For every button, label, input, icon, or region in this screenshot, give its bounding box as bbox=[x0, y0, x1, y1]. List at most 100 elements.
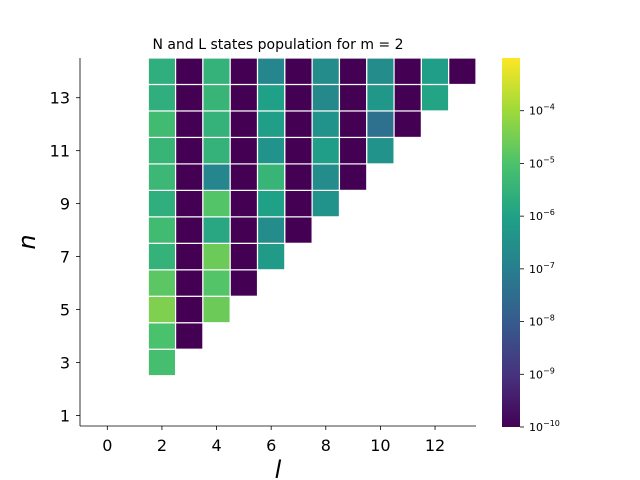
y-tick-label: 5 bbox=[60, 301, 70, 320]
heatmap-cell-n5-l2 bbox=[147, 295, 177, 324]
heatmap-cell-n10-l5 bbox=[229, 163, 259, 191]
colorbar-tick-exponent: −5 bbox=[543, 155, 555, 164]
heatmap-cell-n12-l2 bbox=[147, 110, 177, 139]
colorbar-tick-base: 10 bbox=[529, 263, 543, 276]
y-tick-label: 11 bbox=[50, 142, 70, 161]
heatmap-cell-n11-l3 bbox=[174, 136, 204, 165]
heatmap-cell-n8-l6 bbox=[256, 216, 286, 244]
heatmap-cell-n6-l5 bbox=[229, 269, 259, 297]
heatmap-cell-n8-l5 bbox=[229, 216, 259, 244]
heatmap-cell-n11-l4 bbox=[202, 136, 231, 165]
colorbar-tick-label: 10−5 bbox=[529, 155, 555, 170]
heatmap-cell-n14-l12 bbox=[420, 57, 450, 86]
y-tick-label: 13 bbox=[50, 89, 70, 108]
colorbar-tick-base: 10 bbox=[529, 368, 543, 381]
heatmap-cell-n6-l4 bbox=[202, 269, 231, 297]
colorbar-tick-base: 10 bbox=[529, 210, 543, 223]
heatmap-cell-n11-l2 bbox=[147, 136, 177, 165]
heatmap-cell-n3-l2 bbox=[147, 348, 177, 377]
heatmap-cell-n14-l9 bbox=[338, 57, 368, 86]
y-tick-label: 1 bbox=[60, 406, 70, 425]
heatmap-cell-n10-l4 bbox=[202, 163, 231, 191]
heatmap-cell-n9-l5 bbox=[229, 189, 259, 218]
heatmap-cell-n4-l2 bbox=[147, 322, 177, 350]
colorbar-tick-exponent: −10 bbox=[543, 419, 560, 428]
heatmap-cell-n13-l12 bbox=[420, 83, 450, 112]
colorbar-tick-exponent: −9 bbox=[543, 366, 555, 375]
heatmap-cell-n9-l4 bbox=[202, 189, 231, 218]
heatmap-cell-n10-l8 bbox=[311, 163, 341, 191]
y-tick-label: 9 bbox=[60, 195, 70, 214]
heatmap-cell-n11-l5 bbox=[229, 136, 259, 165]
heatmap-cell-n13-l7 bbox=[284, 83, 313, 112]
heatmap-cell-n4-l3 bbox=[174, 322, 204, 350]
heatmap-cell-n12-l6 bbox=[256, 110, 286, 139]
heatmap-cell-n7-l3 bbox=[174, 242, 204, 271]
x-tick-label: 0 bbox=[102, 436, 112, 455]
heatmap-cell-n14-l13 bbox=[448, 57, 477, 86]
heatmap-cell-n13-l6 bbox=[256, 83, 286, 112]
heatmap-cell-n12-l4 bbox=[202, 110, 231, 139]
heatmap-cell-n14-l5 bbox=[229, 57, 259, 86]
x-tick-label: 8 bbox=[321, 436, 331, 455]
heatmap-cell-n13-l8 bbox=[311, 83, 341, 112]
colorbar-tick-exponent: −8 bbox=[543, 314, 555, 323]
heatmap-cell-n13-l9 bbox=[338, 83, 368, 112]
x-tick-label: 4 bbox=[211, 436, 221, 455]
heatmap-cell-n13-l10 bbox=[366, 83, 395, 112]
heatmap-cell-n8-l3 bbox=[174, 216, 204, 244]
heatmap-cell-n12-l5 bbox=[229, 110, 259, 139]
heatmap-cell-n13-l3 bbox=[174, 83, 204, 112]
chart-title: N and L states population for m = 2 bbox=[153, 37, 404, 53]
heatmap-cell-n6-l3 bbox=[174, 269, 204, 297]
y-tick-label: 3 bbox=[60, 353, 70, 372]
heatmap-cell-n13-l5 bbox=[229, 83, 259, 112]
heatmap-cell-n7-l2 bbox=[147, 242, 177, 271]
heatmap-cell-n9-l7 bbox=[284, 189, 313, 218]
heatmap-cell-n12-l8 bbox=[311, 110, 341, 139]
x-ticks: 0 2 4 6 8 10 12 bbox=[102, 426, 445, 455]
y-axis-label: n bbox=[13, 234, 41, 249]
heatmap-cell-n9-l3 bbox=[174, 189, 204, 218]
heatmap-cells bbox=[147, 57, 477, 377]
colorbar-tick-base: 10 bbox=[529, 316, 543, 329]
colorbar-tick-label: 10−9 bbox=[529, 366, 555, 381]
heatmap-cell-n11-l7 bbox=[284, 136, 313, 165]
colorbar-tick-label: 10−7 bbox=[529, 261, 555, 276]
heatmap-cell-n7-l6 bbox=[256, 242, 286, 271]
heatmap-cell-n10-l2 bbox=[147, 163, 177, 191]
colorbar-tick-label: 10−4 bbox=[529, 103, 555, 118]
heatmap-cell-n11-l10 bbox=[366, 136, 395, 165]
heatmap-cell-n12-l10 bbox=[366, 110, 395, 139]
heatmap-cell-n10-l9 bbox=[338, 163, 368, 191]
heatmap-cell-n13-l2 bbox=[147, 83, 177, 112]
heatmap-cell-n8-l4 bbox=[202, 216, 231, 244]
colorbar bbox=[502, 58, 520, 427]
heatmap-cell-n14-l10 bbox=[366, 57, 395, 86]
colorbar-tick-label: 10−8 bbox=[529, 314, 555, 329]
heatmap-cell-n14-l8 bbox=[311, 57, 341, 86]
colorbar-tick-exponent: −7 bbox=[543, 261, 555, 270]
colorbar-tick-base: 10 bbox=[529, 105, 543, 118]
colorbar-tick-exponent: −4 bbox=[543, 103, 555, 112]
heatmap-cell-n6-l2 bbox=[147, 269, 177, 297]
heatmap-cell-n10-l6 bbox=[256, 163, 286, 191]
y-tick-label: 7 bbox=[60, 248, 70, 267]
heatmap-cell-n13-l11 bbox=[393, 83, 422, 112]
heatmap-cell-n12-l7 bbox=[284, 110, 313, 139]
heatmap-cell-n9-l8 bbox=[311, 189, 341, 218]
heatmap-cell-n13-l4 bbox=[202, 83, 231, 112]
heatmap-cell-n14-l2 bbox=[147, 57, 177, 86]
x-tick-label: 6 bbox=[266, 436, 276, 455]
heatmap-cell-n9-l2 bbox=[147, 189, 177, 218]
heatmap-cell-n12-l11 bbox=[393, 110, 422, 139]
heatmap-cell-n14-l4 bbox=[202, 57, 231, 86]
colorbar-tick-exponent: −6 bbox=[543, 208, 555, 217]
heatmap-cell-n8-l7 bbox=[284, 216, 313, 244]
x-tick-label: 2 bbox=[157, 436, 167, 455]
heatmap-cell-n12-l9 bbox=[338, 110, 368, 139]
heatmap-cell-n10-l7 bbox=[284, 163, 313, 191]
